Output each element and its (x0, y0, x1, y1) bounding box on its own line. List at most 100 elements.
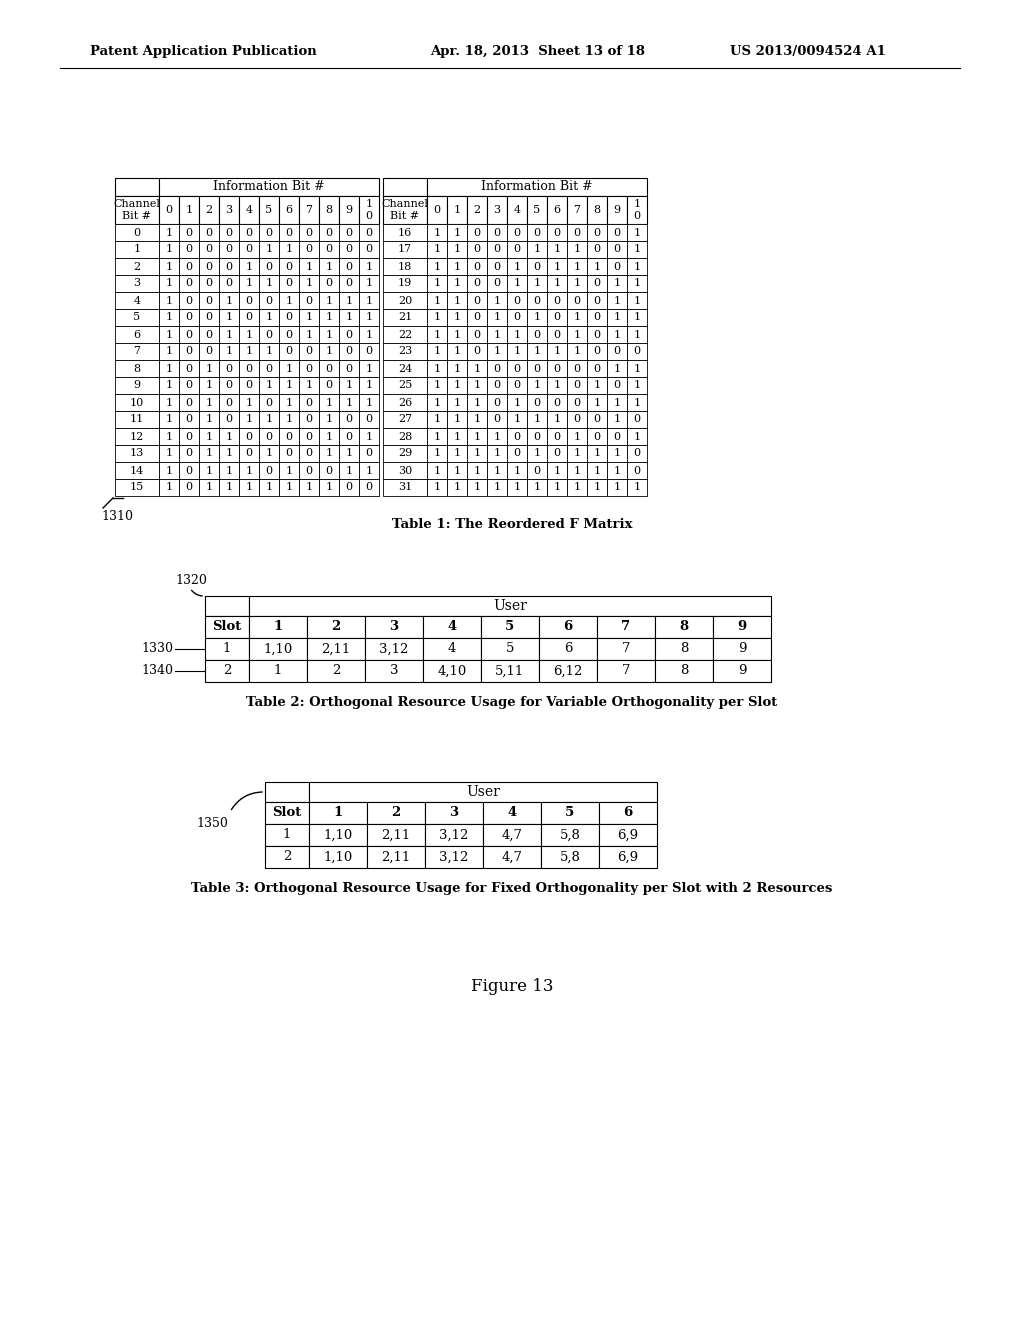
Text: 1: 1 (494, 296, 501, 305)
Bar (567, 393, 587, 411)
Text: 0: 0 (553, 432, 560, 441)
Bar (467, 326, 487, 343)
Text: 0: 0 (185, 363, 193, 374)
Text: 1: 1 (286, 397, 293, 408)
Text: 0: 0 (513, 244, 520, 255)
Text: 1: 1 (286, 483, 293, 492)
Bar (427, 378, 447, 393)
Bar (627, 393, 647, 411)
Bar (359, 360, 379, 378)
Text: 0: 0 (534, 466, 541, 475)
Bar (299, 343, 319, 360)
Text: 0: 0 (594, 313, 600, 322)
Text: 4,7: 4,7 (502, 850, 522, 863)
Bar (507, 360, 527, 378)
Text: 25: 25 (398, 380, 412, 391)
Text: 2: 2 (332, 664, 340, 677)
Bar (359, 428, 379, 445)
Bar (299, 242, 319, 257)
Text: 1: 1 (594, 483, 600, 492)
Bar (307, 638, 365, 660)
Bar (365, 616, 423, 638)
Bar (713, 616, 771, 638)
Text: 11: 11 (130, 414, 144, 425)
Text: 1: 1 (613, 330, 621, 339)
Text: 0: 0 (305, 346, 312, 356)
Bar (179, 242, 199, 257)
Bar (115, 393, 159, 411)
Text: 1: 1 (534, 313, 541, 322)
Text: 0: 0 (594, 279, 600, 289)
Bar (319, 309, 339, 326)
Bar (249, 597, 771, 616)
Bar (279, 275, 299, 292)
Text: 7: 7 (622, 643, 630, 656)
Text: 0: 0 (265, 330, 272, 339)
Text: 0: 0 (326, 380, 333, 391)
Text: 1: 1 (206, 397, 213, 408)
Bar (507, 378, 527, 393)
Bar (383, 242, 427, 257)
Text: 1: 1 (594, 397, 600, 408)
Bar (587, 195, 607, 224)
Bar (425, 803, 483, 824)
Bar (567, 309, 587, 326)
Text: 0: 0 (613, 432, 621, 441)
Bar (527, 242, 547, 257)
Text: 1: 1 (473, 397, 480, 408)
Text: 0: 0 (494, 397, 501, 408)
Bar (427, 445, 447, 462)
Bar (383, 292, 427, 309)
Bar (587, 257, 607, 275)
Text: 1: 1 (326, 261, 333, 272)
Text: 1310: 1310 (101, 510, 133, 523)
Text: 1: 1 (334, 807, 343, 820)
Text: 1: 1 (613, 414, 621, 425)
Text: 1: 1 (286, 380, 293, 391)
Bar (159, 195, 179, 224)
Text: 1: 1 (553, 261, 560, 272)
Text: 1: 1 (206, 449, 213, 458)
Bar (587, 343, 607, 360)
Text: 1: 1 (613, 449, 621, 458)
Bar (487, 292, 507, 309)
Bar (447, 445, 467, 462)
Text: 0: 0 (513, 313, 520, 322)
Bar (279, 393, 299, 411)
Bar (239, 378, 259, 393)
Text: 31: 31 (398, 483, 412, 492)
Bar (159, 343, 179, 360)
Text: 0: 0 (573, 296, 581, 305)
Bar (239, 309, 259, 326)
Text: 1: 1 (166, 244, 173, 255)
Text: 10: 10 (130, 397, 144, 408)
Text: 0: 0 (305, 449, 312, 458)
Bar (627, 479, 647, 496)
Text: 1: 1 (433, 414, 440, 425)
Bar (199, 378, 219, 393)
Text: 0: 0 (206, 279, 213, 289)
Text: 0: 0 (594, 227, 600, 238)
Text: 1: 1 (573, 432, 581, 441)
Bar (115, 343, 159, 360)
Text: 1: 1 (345, 397, 352, 408)
Bar (527, 343, 547, 360)
Bar (319, 292, 339, 309)
Bar (467, 462, 487, 479)
Bar (339, 411, 359, 428)
Bar (115, 462, 159, 479)
Text: 1: 1 (286, 244, 293, 255)
Bar (607, 378, 627, 393)
Text: 1: 1 (326, 449, 333, 458)
Text: 1: 1 (594, 466, 600, 475)
Text: 0: 0 (634, 449, 641, 458)
Text: 4: 4 (447, 643, 456, 656)
Text: 0: 0 (594, 432, 600, 441)
Bar (587, 393, 607, 411)
Text: Channel
Bit #: Channel Bit # (382, 199, 428, 220)
Text: 1: 1 (473, 466, 480, 475)
Bar (427, 224, 447, 242)
Bar (259, 428, 279, 445)
Bar (115, 275, 159, 292)
Text: 1: 1 (166, 432, 173, 441)
